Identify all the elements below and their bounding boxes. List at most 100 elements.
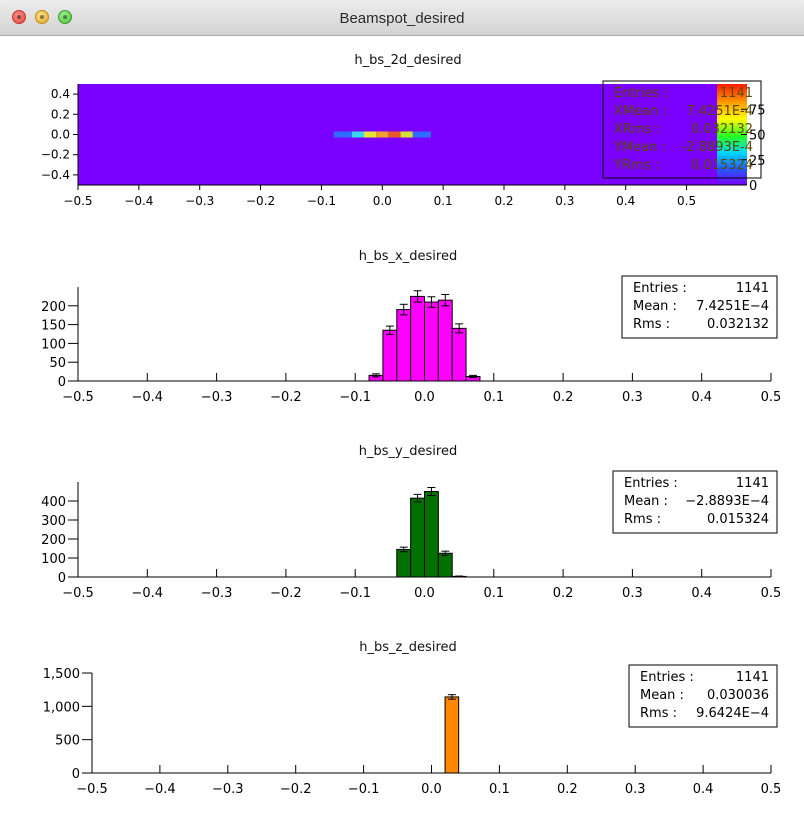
x-tick-label: 0.5 [761,390,782,405]
x-tick-label: 0.4 [693,782,714,797]
x-tick-label: −0.3 [185,194,214,208]
x-tick-label: 0.2 [553,586,574,601]
histogram-bar [437,552,453,578]
stats-label: Rms : [633,317,670,332]
stats-label: Mean : [640,688,684,703]
x-tick-label: −0.4 [132,586,164,601]
x-tick-label: 0.3 [622,586,643,601]
histogram-bar [410,497,426,578]
y-tick-label: 400 [41,495,66,510]
stats-value: 1141 [736,670,769,685]
minimize-window-button[interactable] [35,10,49,24]
x-tick-label: 0.3 [555,194,574,208]
y-tick-label: −0.4 [41,168,70,182]
stats-box-frame [612,470,778,534]
stats-box-frame [628,664,778,728]
stats-box: Entries : 1141 Mean : −2.8893E−4 Rms : 0.0153… [612,470,778,534]
x-tick-label: 0.0 [414,586,435,601]
heatmap-cell [412,131,431,138]
x-tick-label: −0.5 [76,782,108,797]
x-tick-label: −0.3 [212,782,244,797]
stats-label: Mean : [624,494,668,509]
stats-value: −2.8893E−4 [685,494,769,509]
y-tick-label: 0.4 [51,87,70,101]
y-tick-label: 500 [55,734,80,749]
x-tick-label: −0.2 [246,194,275,208]
x-tick-label: −0.1 [348,782,380,797]
x-tick-label: 0.1 [483,390,504,405]
x-tick-label: −0.5 [62,390,94,405]
stats-box-frame [602,80,762,179]
x-tick-label: 0.0 [414,390,435,405]
y-tick-label: 0 [58,375,66,390]
stats-value: 7.4251E−4 [696,299,769,314]
x-tick-label: 0.3 [622,390,643,405]
stats-value: 1141 [720,86,753,101]
x-tick-label: 0.4 [616,194,635,208]
x-tick-label: 0.4 [691,390,712,405]
x-tick-label: 0.0 [373,194,392,208]
histogram-bar [410,295,426,382]
x-tick-label: −0.1 [339,390,371,405]
y-tick-label: 0 [58,571,66,586]
zoom-window-button[interactable] [58,10,72,24]
window-title: Beamspot_desired [339,10,465,27]
y-tick-label: 150 [41,319,66,334]
histogram-bar [451,327,467,382]
x-tick-label: −0.4 [132,390,164,405]
chart-h_bs_y_desired: h_bs_y_desired 400 300 200 100 0−0.5 −0.4 −0.3 −… [41,444,781,601]
stats-label: Entries : [614,86,668,101]
y-tick-label: 200 [41,300,66,315]
x-tick-label: −0.5 [62,586,94,601]
colorbar-tick-label: 0 [749,179,757,194]
x-tick-label: 0.5 [761,586,782,601]
y-tick-label: 1,500 [43,667,80,682]
stats-value: 1141 [736,281,769,296]
stats-value: 0.032132 [707,317,769,332]
x-tick-label: 0.1 [434,194,453,208]
stats-box: Entries : 1141 XMean : 7.4251E-4 XRms : 0.032… [602,80,762,179]
stats-label: Mean : [633,299,677,314]
stats-label: Entries : [624,476,678,491]
heatmap-cell [351,131,365,138]
stats-label: XRms : [614,122,660,137]
x-tick-label: 0.2 [557,782,578,797]
histogram-bar [444,696,460,774]
stats-label: Entries : [640,670,694,685]
title-bar[interactable]: Beamspot_desired [0,0,804,36]
y-tick-label: 50 [49,356,66,371]
chart-title: h_bs_z_desired [359,640,457,655]
x-tick-label: 0.2 [494,194,513,208]
stats-value: 0.032132 [691,122,753,137]
y-tick-label: 0.0 [51,128,70,142]
x-tick-label: −0.2 [270,586,302,601]
x-tick-label: −0.2 [280,782,312,797]
y-tick-label: 100 [41,552,66,567]
heatmap-cell [376,131,389,138]
stats-label: Entries : [633,281,687,296]
histogram-bar [424,491,439,578]
stats-box: Entries : 1141 Mean : 7.4251E−4 Rms : 0.03213… [621,275,778,339]
stats-box-frame [621,275,778,339]
x-tick-label: 0.1 [489,782,510,797]
y-tick-label: 200 [41,533,66,548]
y-tick-label: 100 [41,337,66,352]
histogram-bar [396,309,412,382]
stats-label: YRms : [613,158,659,173]
heatmap-cell [400,131,413,138]
stats-value: -2.8893E-4 [682,140,753,155]
histogram-bar [382,329,398,382]
chart-h_bs_2d_desired: h_bs_2d_desired75502500.40.20.0−0.2−0.4−… [41,53,766,208]
y-tick-label: 0 [72,767,80,782]
x-tick-label: −0.1 [339,586,371,601]
chart-h_bs_x_desired: h_bs_x_desired 200 150 100 50 0−0.5 −0.4 −0.3 −0… [41,249,781,405]
plots-canvas: h_bs_2d_desired75502500.40.20.0−0.2−0.4−… [41,53,781,797]
close-window-button[interactable] [12,10,26,24]
x-tick-label: 0.0 [421,782,442,797]
stats-label: Rms : [640,706,677,721]
stats-value: 0.015324 [707,512,769,527]
histogram-bar [437,299,453,382]
x-tick-label: −0.4 [144,782,176,797]
histogram-bar [424,301,439,382]
